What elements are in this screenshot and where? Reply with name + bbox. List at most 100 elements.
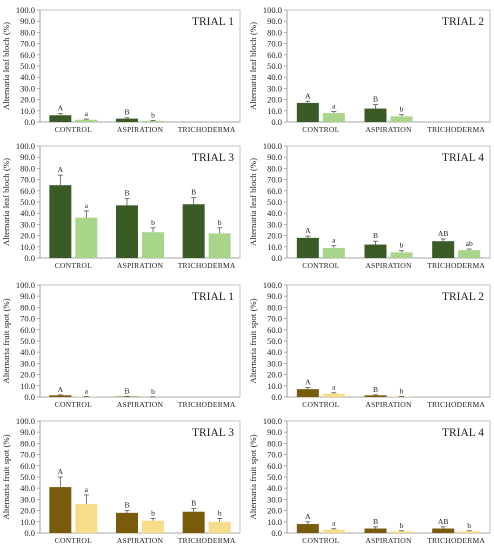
- y-axis-label: Alternaria leaf bloch (%): [248, 22, 258, 110]
- x-tick-label: CONTROL: [55, 400, 92, 409]
- significance-letter: ab: [466, 239, 473, 248]
- significance-letter: b: [218, 508, 222, 517]
- y-tick-label: 80.0: [20, 438, 35, 448]
- bar: [296, 389, 319, 397]
- y-tick-label: 50.0: [267, 61, 282, 71]
- panel-title: TRIAL 2: [442, 16, 484, 28]
- significance-letter: A: [305, 91, 311, 100]
- y-tick-label: 70.0: [267, 314, 282, 324]
- panel-title: TRIAL 4: [442, 152, 484, 164]
- bar: [49, 487, 72, 533]
- bar: [208, 233, 231, 258]
- significance-letter: b: [400, 105, 404, 114]
- chart-panel-7: 0.010.020.0 30.040.050.060.070.0 80.090.01…: [1, 416, 241, 545]
- y-tick-label: 20.0: [267, 231, 282, 241]
- y-tick-label: 40.0: [20, 208, 35, 218]
- bar: [142, 120, 164, 122]
- y-tick-label: 60.0: [267, 50, 282, 60]
- bar: [322, 393, 345, 397]
- y-tick-label: 10.0: [20, 106, 35, 116]
- x-tick-label: ASPIRATION: [117, 400, 164, 409]
- y-tick-label: 60.0: [267, 325, 282, 335]
- bar: [75, 217, 98, 258]
- bar: [296, 237, 319, 258]
- significance-letter: B: [124, 108, 129, 117]
- significance-letter: b: [400, 521, 404, 530]
- significance-letter: B: [124, 501, 129, 510]
- y-tick-label: 100.0: [263, 5, 282, 15]
- panel-title: TRIAL 3: [192, 427, 234, 439]
- significance-letter: A: [305, 377, 311, 386]
- significance-letter: b: [400, 241, 404, 250]
- bar: [432, 241, 455, 258]
- y-tick-label: 20.0: [267, 95, 282, 105]
- y-tick-label: 30.0: [20, 83, 35, 93]
- y-tick-label: 30.0: [267, 358, 282, 368]
- bar: [364, 108, 387, 122]
- y-tick-label: 70.0: [267, 39, 282, 49]
- bar: [296, 524, 319, 533]
- x-tick-label: TRICHODERMA: [178, 400, 236, 409]
- y-tick-label: 100.0: [16, 280, 35, 290]
- bar: [182, 511, 205, 533]
- y-tick-label: 0.0: [271, 392, 282, 402]
- significance-letter: A: [58, 385, 64, 394]
- y-tick-label: 40.0: [20, 72, 35, 82]
- bar: [322, 113, 345, 122]
- y-tick-label: 100.0: [16, 416, 35, 426]
- y-tick-label: 100.0: [263, 280, 282, 290]
- y-axis-label: Alternaria fruit spot (%): [248, 434, 258, 519]
- bar: [296, 102, 319, 122]
- significance-letter: b: [151, 110, 155, 119]
- x-tick-label: ASPIRATION: [365, 125, 412, 134]
- y-tick-label: 80.0: [267, 302, 282, 312]
- y-tick-label: 30.0: [20, 358, 35, 368]
- y-tick-label: 90.0: [267, 291, 282, 301]
- y-tick-label: 60.0: [267, 461, 282, 471]
- y-tick-label: 100.0: [16, 5, 35, 15]
- significance-letter: a: [85, 201, 89, 210]
- significance-letter: a: [332, 236, 336, 245]
- y-tick-label: 20.0: [267, 370, 282, 380]
- y-tick-label: 90.0: [20, 152, 35, 162]
- x-tick-label: ASPIRATION: [365, 261, 412, 270]
- y-tick-label: 80.0: [20, 163, 35, 173]
- significance-letter: a: [85, 485, 89, 494]
- significance-letter: A: [305, 226, 311, 235]
- x-tick-label: ASPIRATION: [365, 536, 412, 545]
- x-tick-label: TRICHODERMA: [427, 125, 485, 134]
- bar: [432, 528, 455, 533]
- chart-panel-4: 0.010.020.0 30.040.050.060.070.0 80.090.01…: [248, 141, 491, 270]
- y-tick-label: 40.0: [267, 208, 282, 218]
- bar: [75, 503, 98, 533]
- panel-title: TRIAL 1: [192, 291, 234, 303]
- significance-letter: a: [332, 101, 336, 110]
- x-tick-label: CONTROL: [55, 125, 92, 134]
- significance-letter: B: [373, 517, 378, 526]
- significance-letter: AB: [438, 517, 449, 526]
- significance-letter: B: [373, 95, 378, 104]
- y-tick-label: 80.0: [267, 438, 282, 448]
- x-tick-label: TRICHODERMA: [178, 536, 236, 545]
- x-tick-label: ASPIRATION: [117, 536, 164, 545]
- y-tick-label: 90.0: [267, 427, 282, 437]
- significance-letter: a: [85, 109, 89, 118]
- significance-letter: a: [332, 519, 336, 528]
- y-tick-label: 80.0: [267, 27, 282, 37]
- y-tick-label: 10.0: [20, 242, 35, 252]
- x-tick-label: ASPIRATION: [117, 125, 164, 134]
- significance-letter: B: [191, 498, 196, 507]
- bar: [49, 115, 72, 122]
- y-tick-label: 100.0: [263, 416, 282, 426]
- panel-title: TRIAL 4: [442, 427, 484, 439]
- y-tick-label: 40.0: [20, 347, 35, 357]
- y-tick-label: 50.0: [20, 61, 35, 71]
- y-tick-label: 20.0: [20, 231, 35, 241]
- bar: [208, 521, 231, 533]
- significance-letter: A: [58, 104, 64, 113]
- y-tick-label: 40.0: [267, 483, 282, 493]
- y-tick-label: 20.0: [20, 95, 35, 105]
- panel-title: TRIAL 3: [192, 152, 234, 164]
- significance-letter: a: [85, 386, 89, 395]
- chart-panel-3: 0.010.020.0 30.040.050.060.070.0 80.090.01…: [1, 141, 241, 270]
